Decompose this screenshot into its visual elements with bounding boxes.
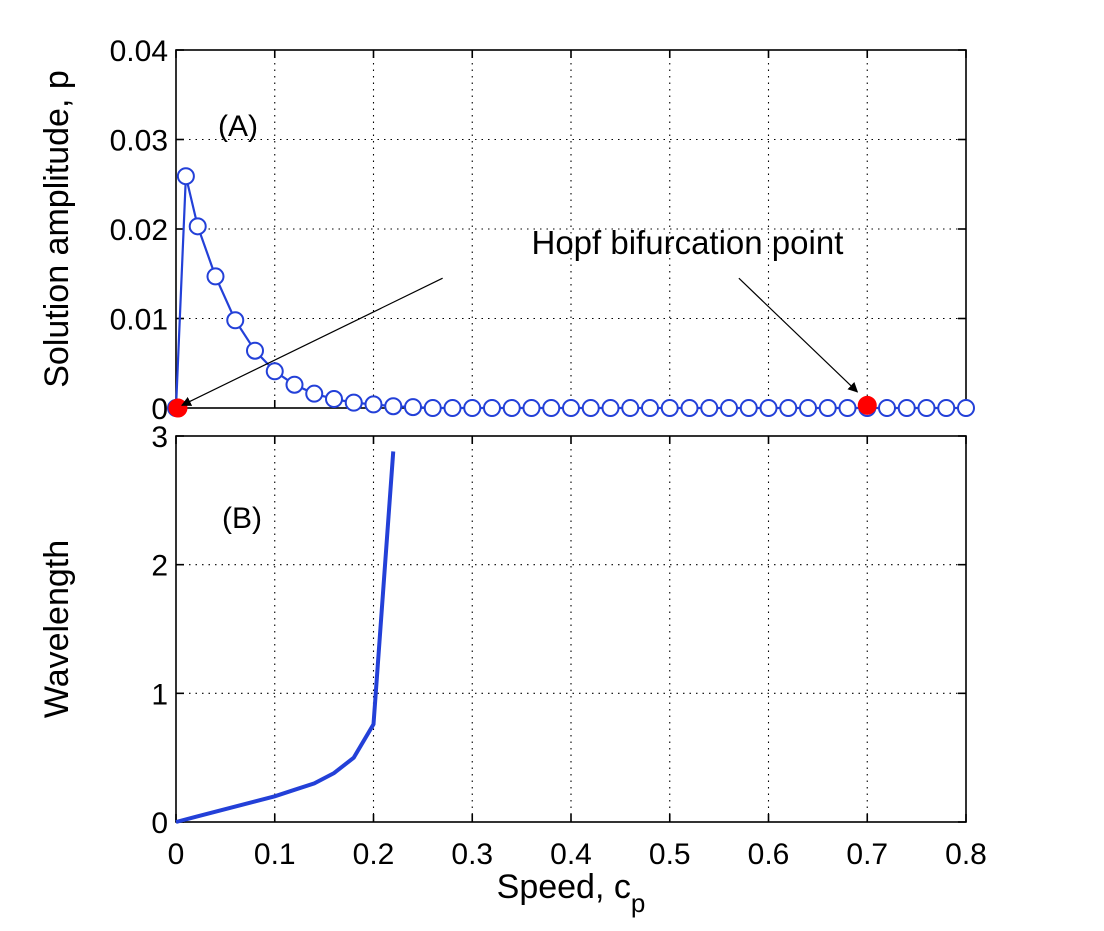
b-ytick-label: 2 — [151, 550, 168, 583]
b-xtick-label: 0.2 — [353, 838, 395, 871]
a-data-point — [937, 399, 956, 417]
a-panel-label: (A) — [218, 110, 258, 143]
b-xtick-label: 0.4 — [550, 838, 592, 871]
b-xtick-label: 0.5 — [649, 838, 691, 871]
a-data-point — [344, 393, 363, 412]
b-xtick-label: 0.7 — [846, 838, 888, 871]
a-annotation-arrow — [738, 277, 859, 393]
a-data-point — [759, 399, 778, 417]
a-data-point — [542, 399, 561, 417]
a-data-point — [522, 399, 541, 417]
a-data-point — [404, 398, 422, 417]
a-annotation-text: Hopf bifurcation point — [532, 224, 844, 261]
b-axes-frame — [175, 435, 967, 823]
a-data-point — [384, 397, 403, 416]
b-ytick-label: 3 — [151, 421, 168, 454]
a-data-point — [463, 399, 482, 417]
a-data-point — [878, 399, 896, 417]
a-data-point — [246, 341, 264, 360]
a-data-point — [226, 311, 245, 330]
a-data-point — [720, 399, 738, 417]
a-data-point — [680, 399, 699, 417]
a-data-point — [818, 399, 837, 417]
a-data-point — [799, 399, 817, 417]
a-data-point — [641, 399, 659, 417]
b-ytick-label: 0 — [151, 807, 168, 840]
a-data-point — [364, 395, 383, 414]
a-ytick-label: 0.03 — [110, 125, 168, 158]
a-data-point — [443, 399, 462, 417]
a-ytick-label: 0.02 — [110, 214, 168, 247]
b-xlabel-subscript: p — [631, 888, 645, 918]
a-data-point — [483, 399, 501, 417]
b-xlabel: Speed, cp — [497, 868, 646, 918]
a-data-point — [423, 399, 442, 417]
b-xtick-label: 0.8 — [945, 838, 987, 871]
a-data-point — [325, 390, 343, 409]
a-data-point — [502, 399, 521, 417]
panel-b: 0 1 2 3 0 0.1 0.2 0.3 0.4 0.5 0.6 0.7 0.8 Wavelength S… — [38, 421, 987, 918]
a-hopf-point — [857, 395, 877, 415]
b-ylabel: Wavelength — [38, 540, 76, 718]
panel-a: 0 0.01 0.02 0.03 0.04 Solution amplitude, p (A… — [38, 35, 975, 426]
a-ytick-label: 0.01 — [110, 304, 168, 337]
a-data-point — [601, 399, 620, 417]
a-ytick-label: 0 — [151, 393, 168, 426]
b-series-line — [175, 451, 396, 824]
a-annotation-arrow — [181, 277, 443, 406]
a-data-point — [265, 362, 284, 381]
b-ytick-label: 1 — [151, 678, 168, 711]
a-series-line — [174, 175, 966, 410]
a-data-point — [660, 399, 679, 417]
b-xtick-label: 0 — [168, 838, 185, 871]
a-data-point — [206, 267, 225, 286]
a-data-point — [581, 399, 600, 417]
a-data-point — [176, 167, 195, 186]
b-panel-label: (B) — [222, 502, 262, 535]
a-data-point — [957, 399, 975, 417]
a-data-point — [897, 399, 916, 417]
a-data-point — [739, 399, 758, 417]
a-hopf-point — [168, 398, 188, 418]
b-xtick-label: 0.1 — [254, 838, 296, 871]
a-data-point — [700, 399, 719, 417]
a-data-point — [562, 399, 580, 417]
a-data-point — [838, 399, 857, 417]
b-xtick-label: 0.6 — [748, 838, 790, 871]
a-data-point — [621, 399, 640, 417]
a-data-point — [285, 375, 304, 394]
a-ytick-label: 0.04 — [110, 35, 168, 68]
a-ylabel: Solution amplitude, p — [38, 70, 76, 388]
a-data-point — [917, 399, 936, 417]
a-data-point — [305, 384, 324, 403]
a-data-point — [779, 399, 798, 417]
a-data-point — [188, 217, 207, 236]
b-xtick-label: 0.3 — [451, 838, 493, 871]
